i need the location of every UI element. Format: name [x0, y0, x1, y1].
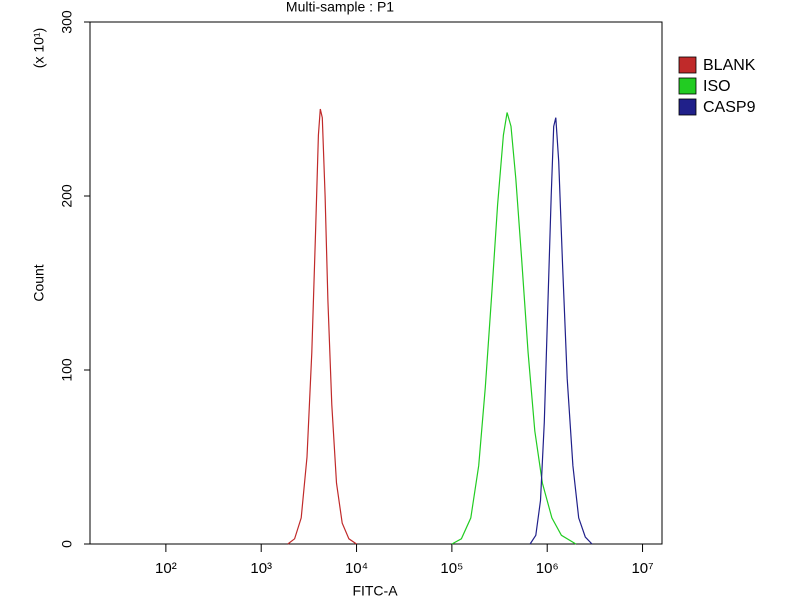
y-tick-label: 100 — [59, 358, 75, 382]
x-axis-label: FITC-A — [352, 583, 398, 599]
histogram-line — [451, 112, 577, 545]
y-axis-label: Count — [31, 264, 47, 301]
histogram-line — [287, 108, 357, 545]
x-tick-label: 10³ — [250, 560, 272, 577]
chart-title: Multi-sample : P1 — [286, 0, 394, 15]
x-tick-label: 10⁶ — [536, 560, 559, 577]
y-tick-label: 200 — [59, 184, 75, 208]
legend-swatch — [678, 56, 697, 74]
legend-swatch — [678, 98, 697, 116]
x-tick-label: 10⁷ — [631, 560, 653, 577]
x-tick-label: 10² — [155, 560, 177, 577]
y-scale-note: (x 10¹) — [31, 28, 47, 68]
legend-label: CASP9 — [703, 99, 756, 116]
y-tick-label: 0 — [59, 540, 75, 548]
y-tick-label: 300 — [59, 10, 75, 34]
legend-label: BLANK — [703, 57, 756, 74]
x-tick-label: 10⁵ — [440, 560, 463, 577]
x-tick-label: 10⁴ — [345, 560, 368, 577]
histogram-line — [529, 117, 593, 545]
plot-frame — [89, 21, 663, 545]
legend-label: ISO — [703, 78, 731, 95]
legend-swatch — [678, 77, 697, 95]
